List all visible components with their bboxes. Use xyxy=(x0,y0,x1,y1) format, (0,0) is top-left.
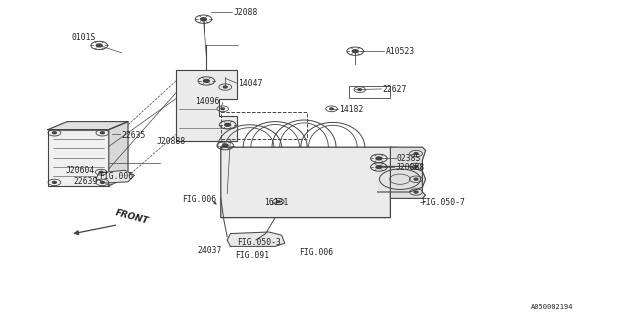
Text: FIG.006: FIG.006 xyxy=(99,172,133,180)
Text: 22635: 22635 xyxy=(122,131,146,140)
Circle shape xyxy=(96,44,102,47)
Polygon shape xyxy=(109,122,128,186)
Circle shape xyxy=(222,144,228,147)
Circle shape xyxy=(200,18,207,21)
Text: J20604: J20604 xyxy=(65,166,95,175)
Bar xyxy=(349,86,390,98)
Text: 14182: 14182 xyxy=(339,105,364,114)
Circle shape xyxy=(99,171,103,173)
Circle shape xyxy=(100,181,104,183)
Polygon shape xyxy=(378,166,426,192)
Circle shape xyxy=(221,108,225,110)
Circle shape xyxy=(223,86,227,88)
Polygon shape xyxy=(227,232,285,246)
Polygon shape xyxy=(221,147,406,218)
Text: FIG.006: FIG.006 xyxy=(182,195,216,204)
Text: 0238S: 0238S xyxy=(397,154,421,163)
Circle shape xyxy=(276,201,280,203)
Text: 14096: 14096 xyxy=(195,97,220,106)
Text: J20888: J20888 xyxy=(396,163,425,172)
Bar xyxy=(221,112,307,139)
Text: FIG.050-3: FIG.050-3 xyxy=(237,238,281,247)
Text: 24037: 24037 xyxy=(197,246,221,255)
Text: J20888: J20888 xyxy=(157,137,186,146)
Text: 16131: 16131 xyxy=(264,198,288,207)
Text: A050002194: A050002194 xyxy=(531,304,573,310)
Text: 14047: 14047 xyxy=(238,79,262,88)
Text: FIG.050-7: FIG.050-7 xyxy=(421,198,465,207)
Text: 0101S: 0101S xyxy=(72,33,96,42)
Text: J2088: J2088 xyxy=(234,8,258,17)
Polygon shape xyxy=(48,122,128,130)
Circle shape xyxy=(225,123,230,126)
Circle shape xyxy=(414,165,418,167)
Circle shape xyxy=(52,132,56,134)
Text: FIG.006: FIG.006 xyxy=(300,248,333,257)
Circle shape xyxy=(100,132,104,134)
Circle shape xyxy=(52,181,56,183)
Text: 22627: 22627 xyxy=(383,85,407,94)
Circle shape xyxy=(352,50,358,53)
Text: A10523: A10523 xyxy=(386,47,415,56)
Text: 22639: 22639 xyxy=(74,177,98,186)
Text: FRONT: FRONT xyxy=(114,208,149,226)
Polygon shape xyxy=(176,70,237,141)
Bar xyxy=(48,130,109,186)
Circle shape xyxy=(358,89,362,91)
Circle shape xyxy=(414,178,418,180)
Circle shape xyxy=(414,191,418,193)
Polygon shape xyxy=(390,147,426,198)
Circle shape xyxy=(330,108,333,110)
Circle shape xyxy=(414,153,418,155)
Circle shape xyxy=(376,165,382,169)
Polygon shape xyxy=(96,170,134,183)
Circle shape xyxy=(376,157,382,160)
Text: FIG.091: FIG.091 xyxy=(236,252,269,260)
Circle shape xyxy=(204,79,209,83)
